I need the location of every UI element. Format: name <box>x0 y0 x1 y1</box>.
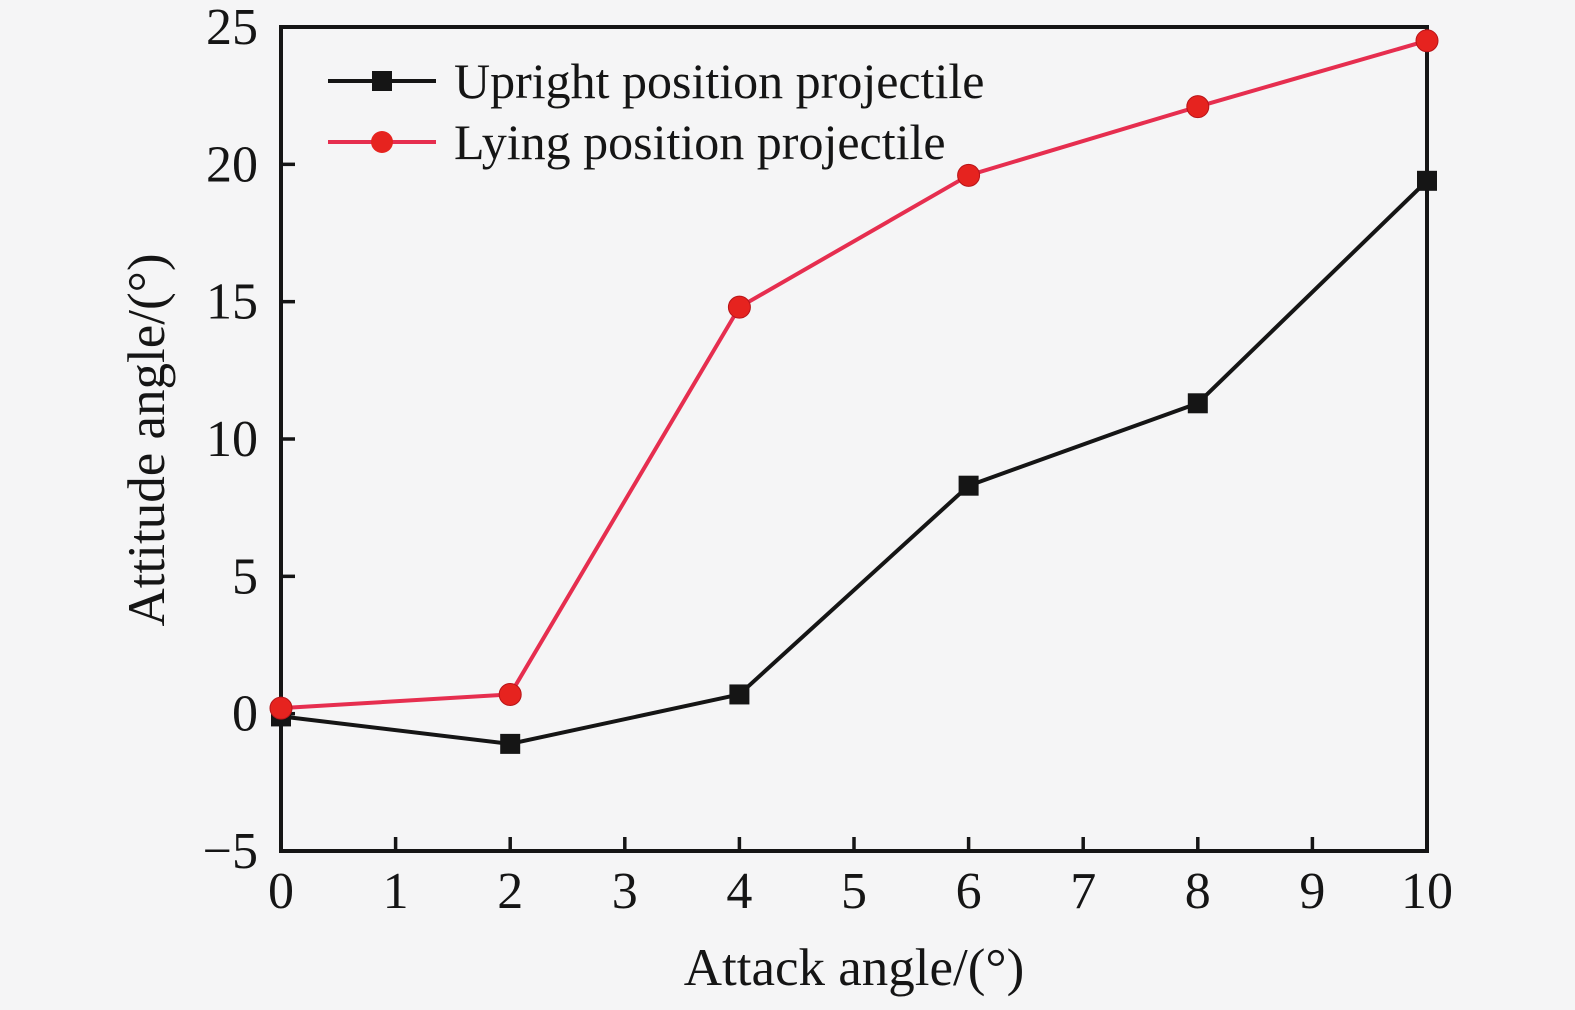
legend-swatch-upright <box>328 70 436 91</box>
y-tick-label: 10 <box>206 411 258 468</box>
legend: Upright position projectile Lying positi… <box>326 50 984 172</box>
y-tick-label: 15 <box>206 274 258 331</box>
x-tick-label: 4 <box>726 863 752 920</box>
y-tick-label: −5 <box>203 823 258 880</box>
x-tick-label: 0 <box>268 863 294 920</box>
x-axis-label: Attack angle/(°) <box>683 939 1025 997</box>
y-tick-label: 0 <box>232 686 258 743</box>
data-point-circle <box>1186 95 1210 119</box>
legend-label-upright: Upright position projectile <box>454 52 985 109</box>
data-point-circle <box>1415 29 1439 53</box>
data-point-square <box>1187 393 1208 414</box>
data-point-square <box>729 684 750 705</box>
legend-entry-lying: Lying position projectile <box>326 111 984 172</box>
y-tick-label: 20 <box>206 136 258 193</box>
y-tick-label: 5 <box>232 548 258 605</box>
data-point-square <box>1417 170 1437 191</box>
x-tick-label: 7 <box>1070 863 1096 920</box>
x-tick-label: 5 <box>841 863 867 920</box>
series-line-circle <box>280 38 1428 711</box>
legend-label-lying: Lying position projectile <box>454 113 946 170</box>
data-point-circle <box>727 295 751 319</box>
y-axis-label: Attitude angle/(°) <box>118 253 176 627</box>
legend-square-marker-icon <box>372 70 392 91</box>
legend-circle-marker-icon <box>371 130 393 153</box>
x-tick-label: 8 <box>1185 863 1211 920</box>
y-tick-label: 25 <box>206 0 258 56</box>
x-tick-label: 9 <box>1299 863 1325 920</box>
x-tick-label: 1 <box>383 863 409 920</box>
data-point-circle <box>498 682 522 706</box>
x-tick-label: 3 <box>612 863 638 920</box>
data-point-circle <box>957 163 981 187</box>
data-point-circle <box>269 696 293 720</box>
x-tick-label: 6 <box>956 863 982 920</box>
legend-swatch-lying <box>328 130 436 153</box>
x-tick-label: 2 <box>497 863 523 920</box>
data-point-square <box>958 475 979 496</box>
x-tick-label: 10 <box>1401 863 1453 920</box>
legend-entry-upright: Upright position projectile <box>326 50 984 111</box>
data-point-square <box>500 733 521 754</box>
series-line-square <box>280 179 1429 746</box>
